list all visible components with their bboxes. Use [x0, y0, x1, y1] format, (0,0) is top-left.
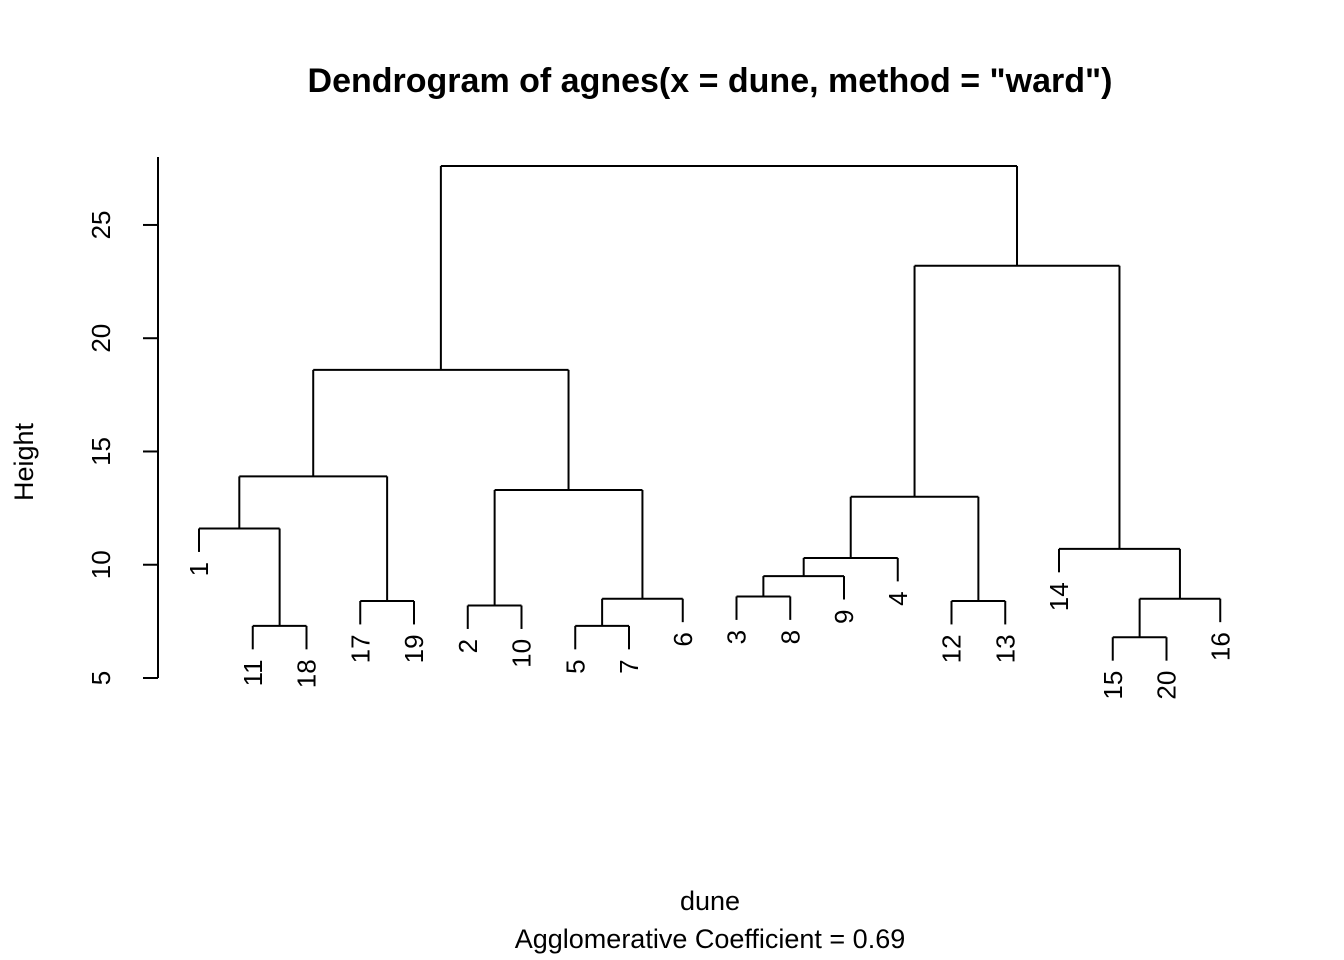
leaf-label: 8: [775, 630, 805, 644]
leaf-label: 4: [883, 591, 913, 605]
leaf-label: 2: [453, 639, 483, 653]
leaf-label: 11: [238, 659, 268, 686]
y-tick-label: 5: [86, 671, 116, 685]
y-axis: 5 10 15 20 25: [86, 157, 159, 685]
leaf-label: 10: [507, 639, 537, 668]
leaf-label: 12: [937, 634, 967, 663]
y-tick-label: 15: [86, 437, 116, 466]
agglomerative-coefficient-label: Agglomerative Coefficient = 0.69: [515, 924, 906, 954]
leaf-label: 14: [1044, 582, 1074, 611]
leaf-label: 17: [345, 634, 375, 663]
leaf-label: 5: [560, 659, 590, 673]
leaf-label: 20: [1152, 671, 1182, 700]
leaf-label: 9: [829, 610, 859, 624]
leaf-label: 19: [399, 634, 429, 663]
dendrogram-branches: [198, 165, 1222, 661]
leaf-label: 13: [990, 634, 1020, 663]
leaf-label: 1: [184, 562, 214, 576]
chart-title: Dendrogram of agnes(x = dune, method = "…: [308, 62, 1113, 100]
leaf-label: 7: [614, 659, 644, 673]
leaf-label: 16: [1205, 632, 1235, 661]
leaf-label: 6: [668, 632, 698, 646]
x-axis-label: dune: [680, 886, 740, 916]
y-axis-label: Height: [9, 422, 39, 501]
leaf-label: 18: [292, 659, 322, 688]
y-tick-label: 20: [86, 324, 116, 353]
leaf-label: 3: [722, 630, 752, 644]
y-tick-label: 25: [86, 210, 116, 239]
leaf-label: 15: [1098, 671, 1128, 700]
y-tick-label: 10: [86, 550, 116, 579]
